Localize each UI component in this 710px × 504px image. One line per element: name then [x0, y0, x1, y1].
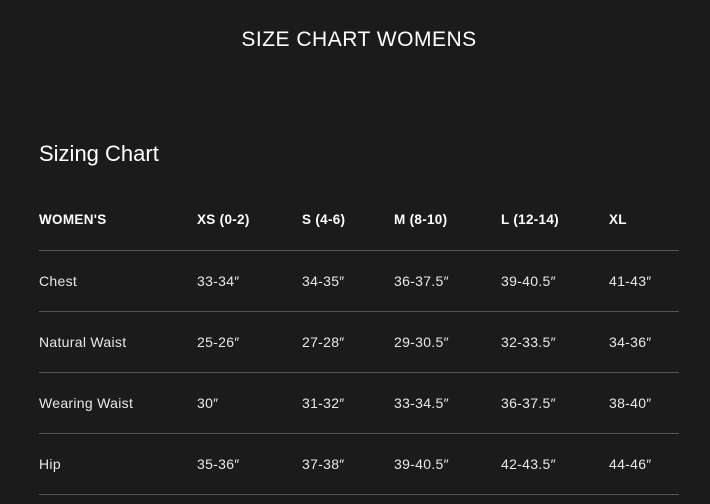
table-cell: 39-40.5″	[394, 456, 449, 472]
table-cell: 29-30.5″	[394, 334, 449, 350]
table-cell: 35-36″	[197, 456, 240, 472]
table-cell: 39-40.5″	[501, 273, 556, 289]
table-row: Hip 35-36″ 37-38″ 39-40.5″ 42-43.5″ 44-4…	[39, 434, 679, 495]
section-title: Sizing Chart	[39, 141, 159, 166]
table-cell: 37-38″	[302, 456, 345, 472]
table-cell: 38-40″	[609, 395, 652, 411]
row-label: Wearing Waist	[39, 395, 134, 411]
table-cell: 42-43.5″	[501, 456, 556, 472]
table-cell: 27-28″	[302, 334, 345, 350]
column-header: XS (0-2)	[197, 212, 250, 227]
column-header: M (8-10)	[394, 212, 448, 227]
row-label: Natural Waist	[39, 334, 127, 350]
table-cell: 41-43″	[609, 273, 652, 289]
table-cell: 32-33.5″	[501, 334, 556, 350]
column-header: S (4-6)	[302, 212, 346, 227]
table-cell: 33-34″	[197, 273, 240, 289]
row-label: Hip	[39, 456, 61, 472]
table-cell: 36-37.5″	[501, 395, 556, 411]
table-cell: 44-46″	[609, 456, 652, 472]
table-header-row: WOMEN'S XS (0-2) S (4-6) M (8-10) L (12-…	[39, 190, 679, 251]
table-row: Chest 33-34″ 34-35″ 36-37.5″ 39-40.5″ 41…	[39, 251, 679, 312]
column-header: L (12-14)	[501, 212, 559, 227]
table-cell: 30″	[197, 395, 219, 411]
table-cell: 34-35″	[302, 273, 345, 289]
table-cell: 25-26″	[197, 334, 240, 350]
table-cell: 34-36″	[609, 334, 652, 350]
column-header: WOMEN'S	[39, 212, 107, 227]
table-cell: 33-34.5″	[394, 395, 449, 411]
table-cell: 36-37.5″	[394, 273, 449, 289]
column-header: XL	[609, 212, 627, 227]
page-title: SIZE CHART WOMENS	[241, 28, 477, 51]
table-cell: 31-32″	[302, 395, 345, 411]
size-table: WOMEN'S XS (0-2) S (4-6) M (8-10) L (12-…	[39, 190, 679, 495]
table-row: Natural Waist 25-26″ 27-28″ 29-30.5″ 32-…	[39, 312, 679, 373]
table-row: Wearing Waist 30″ 31-32″ 33-34.5″ 36-37.…	[39, 373, 679, 434]
row-label: Chest	[39, 273, 78, 289]
